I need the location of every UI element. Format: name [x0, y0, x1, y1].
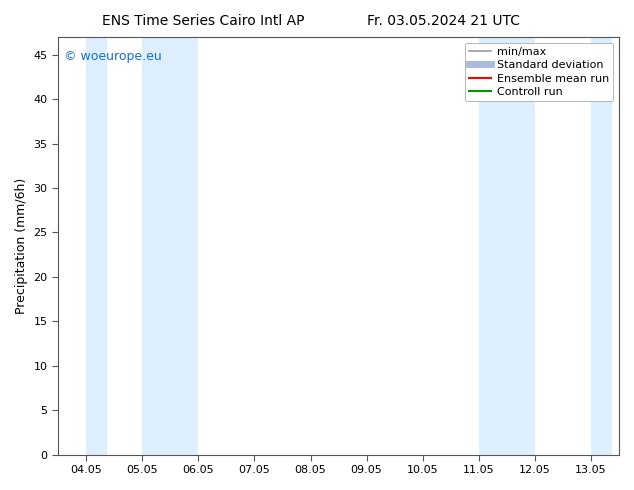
- Bar: [591, 37, 612, 455]
- Legend: min/max, Standard deviation, Ensemble mean run, Controll run: min/max, Standard deviation, Ensemble me…: [465, 43, 614, 101]
- Bar: [142, 37, 198, 455]
- Y-axis label: Precipitation (mm/6h): Precipitation (mm/6h): [15, 178, 28, 314]
- Bar: [479, 37, 535, 455]
- Text: Fr. 03.05.2024 21 UTC: Fr. 03.05.2024 21 UTC: [367, 14, 521, 28]
- Bar: [86, 37, 107, 455]
- Text: ENS Time Series Cairo Intl AP: ENS Time Series Cairo Intl AP: [101, 14, 304, 28]
- Text: © woeurope.eu: © woeurope.eu: [63, 49, 162, 63]
